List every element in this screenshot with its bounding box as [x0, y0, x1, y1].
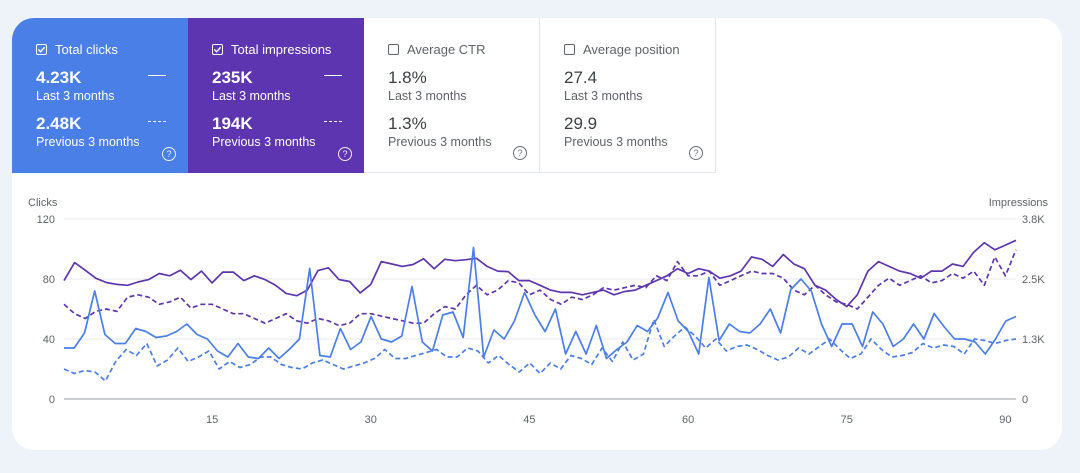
y-tick-left-label: 0 — [49, 394, 55, 406]
y-tick-left-label: 120 — [37, 214, 55, 226]
y-tick-right-label: 2.5K — [1022, 274, 1045, 286]
card-value-previous: 2.48K — [36, 114, 82, 133]
card-average-ctr[interactable]: Average CTR 1.8% Last 3 months 1.3% Prev… — [364, 18, 540, 173]
y-axis-left-label: Clicks — [28, 197, 58, 209]
x-tick-label: 15 — [206, 414, 218, 426]
clicks-solid-series-line — [64, 246, 1017, 360]
y-tick-left-label: 80 — [43, 274, 55, 286]
card-value-previous: 1.3% — [388, 114, 427, 133]
card-value-current: 4.23K — [36, 68, 82, 87]
solid-line-legend-icon — [324, 75, 342, 76]
card-period-previous: Previous 3 months — [36, 135, 140, 149]
help-icon[interactable]: ? — [513, 146, 527, 160]
grid — [64, 218, 1016, 400]
x-tick-label: 30 — [365, 414, 377, 426]
dashed-line-legend-icon — [324, 121, 342, 122]
x-tick-label: 90 — [999, 414, 1011, 426]
card-period-previous: Previous 3 months — [564, 135, 668, 149]
card-value-previous: 194K — [212, 114, 253, 133]
metric-cards: Total clicks 4.23K Last 3 months 2.48K P… — [12, 18, 716, 173]
card-value-current: 27.4 — [564, 68, 598, 87]
y-tick-right-label: 0 — [1022, 394, 1028, 406]
dashed-line-legend-icon — [148, 121, 166, 122]
impressions-dashed-series-line — [63, 249, 1017, 327]
checkbox-unchecked-icon[interactable] — [388, 43, 399, 55]
card-period-current: Last 3 months — [564, 89, 643, 103]
card-average-position[interactable]: Average position 27.4 Last 3 months 29.9… — [540, 18, 716, 173]
card-period-previous: Previous 3 months — [388, 135, 492, 149]
y-tick-right-label: 1.3K — [1022, 334, 1045, 346]
card-value-current: 235K — [212, 68, 253, 87]
card-label: Total clicks — [55, 41, 118, 57]
clicks-dashed-series-line — [63, 318, 1017, 382]
y-axis-right-label: Impressions — [989, 197, 1049, 209]
card-total-impressions[interactable]: Total impressions 235K Last 3 months 194… — [188, 18, 364, 173]
tick-labels: 0 0 40 1.3K 80 2.5K 120 3.8K 15 30 45 60 75 90 — [37, 214, 1046, 426]
card-period-current: Last 3 months — [212, 89, 291, 103]
help-icon[interactable]: ? — [338, 147, 352, 161]
card-value-previous: 29.9 — [564, 114, 598, 133]
checkbox-unchecked-icon[interactable] — [564, 43, 575, 55]
card-label: Average CTR — [407, 41, 486, 57]
card-total-clicks[interactable]: Total clicks 4.23K Last 3 months 2.48K P… — [12, 18, 188, 173]
card-period-current: Last 3 months — [388, 89, 467, 103]
help-icon[interactable]: ? — [162, 147, 176, 161]
x-tick-label: 60 — [682, 414, 694, 426]
series-lines — [63, 239, 1017, 382]
card-period-current: Last 3 months — [36, 89, 115, 103]
card-value-current: 1.8% — [388, 68, 427, 87]
x-tick-label: 45 — [523, 414, 535, 426]
card-period-previous: Previous 3 months — [212, 135, 316, 149]
card-label: Average position — [583, 41, 680, 57]
checkbox-checked-icon[interactable] — [212, 43, 223, 55]
solid-line-legend-icon — [148, 75, 166, 76]
checkbox-checked-icon[interactable] — [36, 43, 47, 55]
y-tick-right-label: 3.8K — [1022, 214, 1045, 226]
card-label: Total impressions — [231, 41, 332, 57]
impressions-solid-series-line — [63, 239, 1017, 308]
help-icon[interactable]: ? — [689, 146, 703, 160]
x-tick-label: 75 — [841, 414, 853, 426]
y-tick-left-label: 40 — [43, 334, 55, 346]
